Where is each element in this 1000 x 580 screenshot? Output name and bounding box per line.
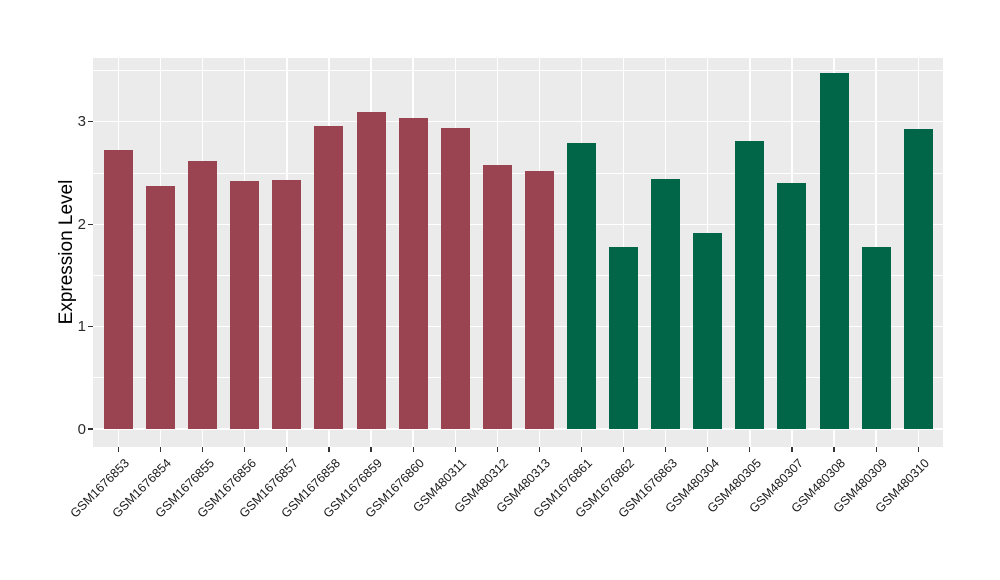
- y-tick-label: 2: [77, 215, 86, 233]
- x-tick-mark: [117, 447, 120, 452]
- y-tick-mark: [88, 121, 93, 123]
- y-tick-label: 3: [77, 113, 86, 131]
- y-tick-label: 1: [77, 318, 86, 336]
- bar-GSM1676856: [230, 181, 260, 429]
- gridline-major-h: [93, 428, 943, 430]
- bar-GSM1676859: [356, 111, 386, 429]
- bar-GSM480312: [482, 164, 512, 429]
- x-tick-mark: [454, 447, 456, 452]
- bar-GSM480311: [440, 127, 470, 429]
- x-tick-mark: [665, 447, 667, 452]
- x-tick-mark: [833, 447, 835, 452]
- gridline-major-h: [93, 325, 943, 328]
- bar-GSM1676855: [188, 160, 218, 429]
- x-tick-mark: [328, 447, 330, 452]
- bar-GSM1676860: [398, 117, 428, 429]
- bar-GSM1676862: [609, 246, 639, 429]
- bar-GSM480304: [693, 233, 723, 429]
- x-tick-mark: [159, 447, 162, 452]
- gridline-minor-h: [93, 172, 943, 174]
- bar-GSM480309: [861, 246, 891, 429]
- gridline-major-h: [93, 121, 943, 123]
- y-axis-title: Expression Level: [56, 179, 77, 325]
- x-tick-mark: [917, 447, 919, 452]
- y-tick-mark: [88, 223, 93, 225]
- bar-GSM1676858: [314, 125, 344, 429]
- bar-GSM1676857: [272, 180, 302, 429]
- bar-GSM1676853: [104, 150, 133, 429]
- plot-panel: [93, 58, 943, 447]
- x-tick-mark: [202, 447, 204, 452]
- bar-GSM1676854: [146, 186, 176, 429]
- bar-GSM1676861: [566, 143, 596, 429]
- y-tick-label: 0: [77, 420, 86, 438]
- y-tick-mark: [88, 326, 93, 328]
- x-tick-mark: [496, 447, 498, 452]
- gridline-minor-h: [93, 275, 943, 276]
- x-tick-mark: [580, 447, 583, 452]
- x-tick-mark: [538, 447, 540, 452]
- x-tick-mark: [875, 447, 877, 452]
- bar-GSM480308: [819, 72, 849, 429]
- gridline-major-h: [93, 223, 943, 225]
- bar-GSM480307: [777, 183, 807, 429]
- bar-GSM480305: [735, 141, 765, 429]
- x-tick-mark: [707, 447, 709, 452]
- x-tick-mark: [791, 447, 793, 452]
- x-tick-mark: [370, 447, 372, 452]
- bar-GSM480310: [903, 128, 933, 429]
- x-tick-mark: [412, 447, 414, 452]
- x-tick-mark: [244, 447, 246, 452]
- y-tick-mark: [88, 428, 93, 430]
- gridline-minor-h: [93, 377, 943, 379]
- bar-GSM480313: [524, 170, 554, 429]
- x-tick-mark: [749, 447, 751, 452]
- gridline-minor-h: [93, 70, 943, 72]
- x-tick-mark: [622, 447, 625, 452]
- x-tick-mark: [286, 447, 288, 452]
- bar-GSM1676863: [651, 179, 681, 429]
